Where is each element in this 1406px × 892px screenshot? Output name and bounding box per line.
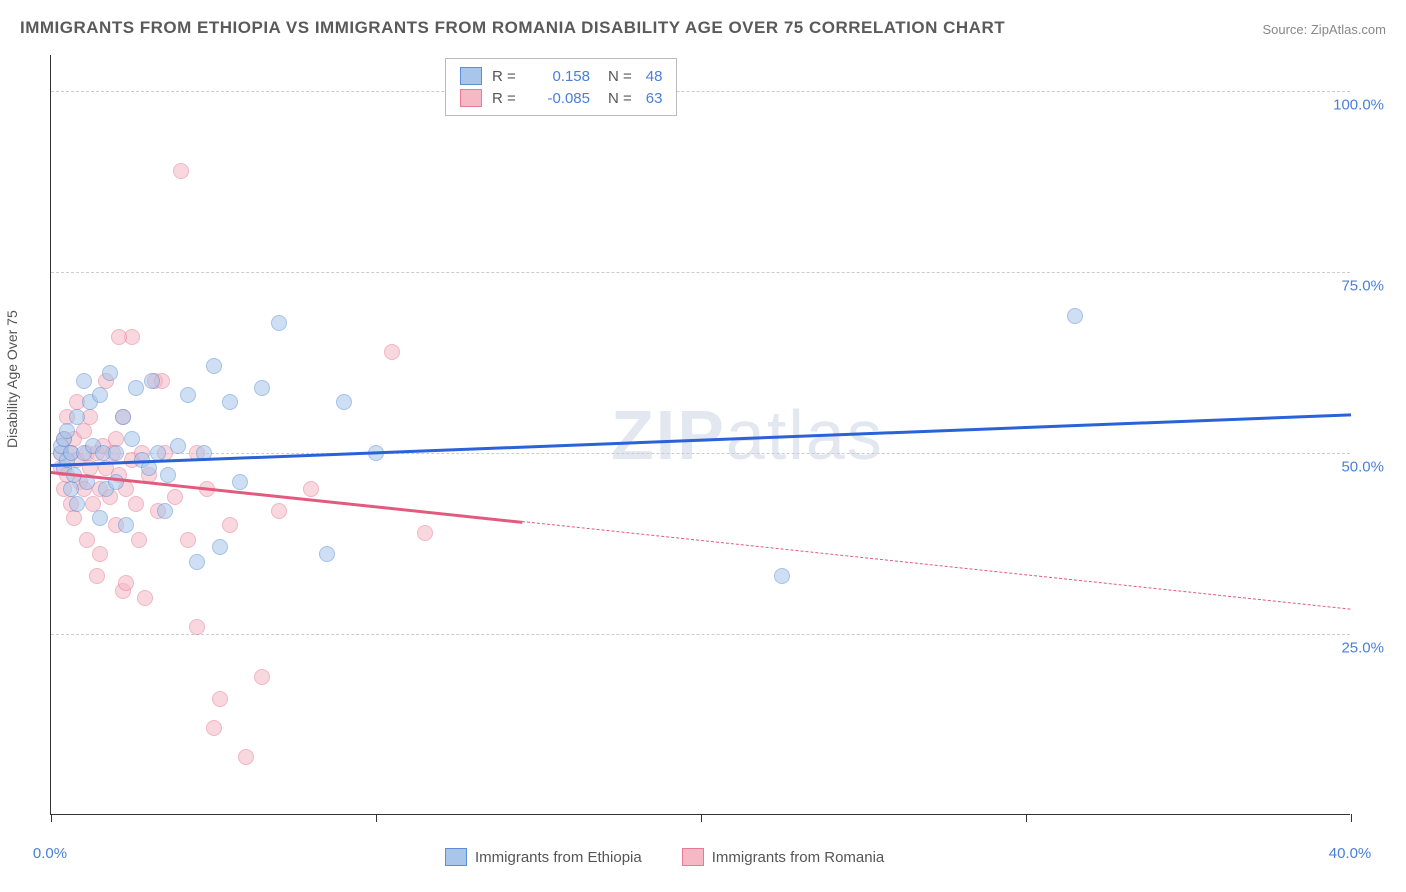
swatch-romania <box>682 848 704 866</box>
scatter-point-ethiopia <box>254 380 270 396</box>
n-label: N = <box>608 90 632 107</box>
y-axis-title: Disability Age Over 75 <box>4 310 20 448</box>
scatter-point-romania <box>79 532 95 548</box>
scatter-point-ethiopia <box>69 496 85 512</box>
r-label: R = <box>492 68 520 85</box>
scatter-point-ethiopia <box>271 315 287 331</box>
scatter-point-romania <box>137 590 153 606</box>
scatter-point-romania <box>303 481 319 497</box>
scatter-point-romania <box>173 163 189 179</box>
scatter-point-romania <box>66 510 82 526</box>
scatter-point-ethiopia <box>144 373 160 389</box>
y-tick-label: 25.0% <box>1341 640 1384 657</box>
r-value-ethiopia: 0.158 <box>530 68 590 85</box>
trend-line-ethiopia <box>51 413 1351 466</box>
grid-line <box>51 453 1350 454</box>
scatter-point-ethiopia <box>180 387 196 403</box>
grid-line <box>51 91 1350 92</box>
scatter-point-ethiopia <box>102 365 118 381</box>
legend-label-ethiopia: Immigrants from Ethiopia <box>475 849 642 866</box>
swatch-ethiopia <box>460 67 482 85</box>
x-tick <box>701 814 702 822</box>
scatter-point-romania <box>384 344 400 360</box>
scatter-point-ethiopia <box>69 409 85 425</box>
r-legend-row-ethiopia: R = 0.158 N = 48 <box>460 65 662 87</box>
scatter-point-romania <box>92 546 108 562</box>
scatter-point-ethiopia <box>232 474 248 490</box>
trend-line-dashed-romania <box>522 521 1351 610</box>
r-value-romania: -0.085 <box>530 90 590 107</box>
trend-line-romania <box>51 471 523 523</box>
scatter-point-romania <box>254 669 270 685</box>
scatter-point-romania <box>189 619 205 635</box>
scatter-point-romania <box>417 525 433 541</box>
x-tick <box>51 814 52 822</box>
scatter-point-romania <box>131 532 147 548</box>
x-tick-label: 0.0% <box>33 845 67 862</box>
n-label: N = <box>608 68 632 85</box>
scatter-point-ethiopia <box>118 517 134 533</box>
scatter-point-ethiopia <box>108 445 124 461</box>
scatter-point-ethiopia <box>124 431 140 447</box>
y-tick-label: 50.0% <box>1341 459 1384 476</box>
source-attribution: Source: ZipAtlas.com <box>1262 22 1386 37</box>
x-tick-label: 40.0% <box>1329 845 1372 862</box>
scatter-point-romania <box>167 489 183 505</box>
scatter-point-ethiopia <box>160 467 176 483</box>
x-tick <box>1351 814 1352 822</box>
series-legend: Immigrants from Ethiopia Immigrants from … <box>445 848 884 866</box>
scatter-point-ethiopia <box>76 373 92 389</box>
scatter-point-romania <box>238 749 254 765</box>
scatter-point-romania <box>111 329 127 345</box>
scatter-point-ethiopia <box>212 539 228 555</box>
grid-line <box>51 272 1350 273</box>
scatter-point-romania <box>128 496 144 512</box>
y-tick-label: 100.0% <box>1333 97 1384 114</box>
scatter-point-ethiopia <box>59 423 75 439</box>
r-legend-row-romania: R = -0.085 N = 63 <box>460 87 662 109</box>
grid-line <box>51 634 1350 635</box>
scatter-point-ethiopia <box>157 503 173 519</box>
scatter-point-romania <box>271 503 287 519</box>
legend-label-romania: Immigrants from Romania <box>712 849 885 866</box>
scatter-point-ethiopia <box>189 554 205 570</box>
scatter-point-ethiopia <box>774 568 790 584</box>
n-value-ethiopia: 48 <box>646 68 663 85</box>
scatter-point-romania <box>222 517 238 533</box>
plot-area: ZIPatlas <box>50 55 1350 815</box>
scatter-point-ethiopia <box>92 510 108 526</box>
scatter-point-ethiopia <box>170 438 186 454</box>
correlation-legend: R = 0.158 N = 48 R = -0.085 N = 63 <box>445 58 677 116</box>
legend-item-ethiopia: Immigrants from Ethiopia <box>445 848 642 866</box>
source-name: ZipAtlas.com <box>1311 22 1386 37</box>
scatter-point-romania <box>206 720 222 736</box>
scatter-point-ethiopia <box>222 394 238 410</box>
swatch-romania <box>460 89 482 107</box>
scatter-point-romania <box>180 532 196 548</box>
scatter-point-ethiopia <box>319 546 335 562</box>
scatter-point-ethiopia <box>92 387 108 403</box>
scatter-point-ethiopia <box>1067 308 1083 324</box>
scatter-point-romania <box>89 568 105 584</box>
scatter-point-ethiopia <box>128 380 144 396</box>
y-tick-label: 75.0% <box>1341 278 1384 295</box>
scatter-point-ethiopia <box>115 409 131 425</box>
legend-item-romania: Immigrants from Romania <box>682 848 885 866</box>
chart-title: IMMIGRANTS FROM ETHIOPIA VS IMMIGRANTS F… <box>20 18 1005 38</box>
scatter-point-romania <box>76 423 92 439</box>
scatter-point-ethiopia <box>336 394 352 410</box>
source-label: Source: <box>1262 22 1310 37</box>
swatch-ethiopia <box>445 848 467 866</box>
scatter-point-ethiopia <box>206 358 222 374</box>
scatter-point-romania <box>212 691 228 707</box>
x-tick <box>1026 814 1027 822</box>
r-label: R = <box>492 90 520 107</box>
scatter-point-romania <box>118 575 134 591</box>
n-value-romania: 63 <box>646 90 663 107</box>
x-tick <box>376 814 377 822</box>
